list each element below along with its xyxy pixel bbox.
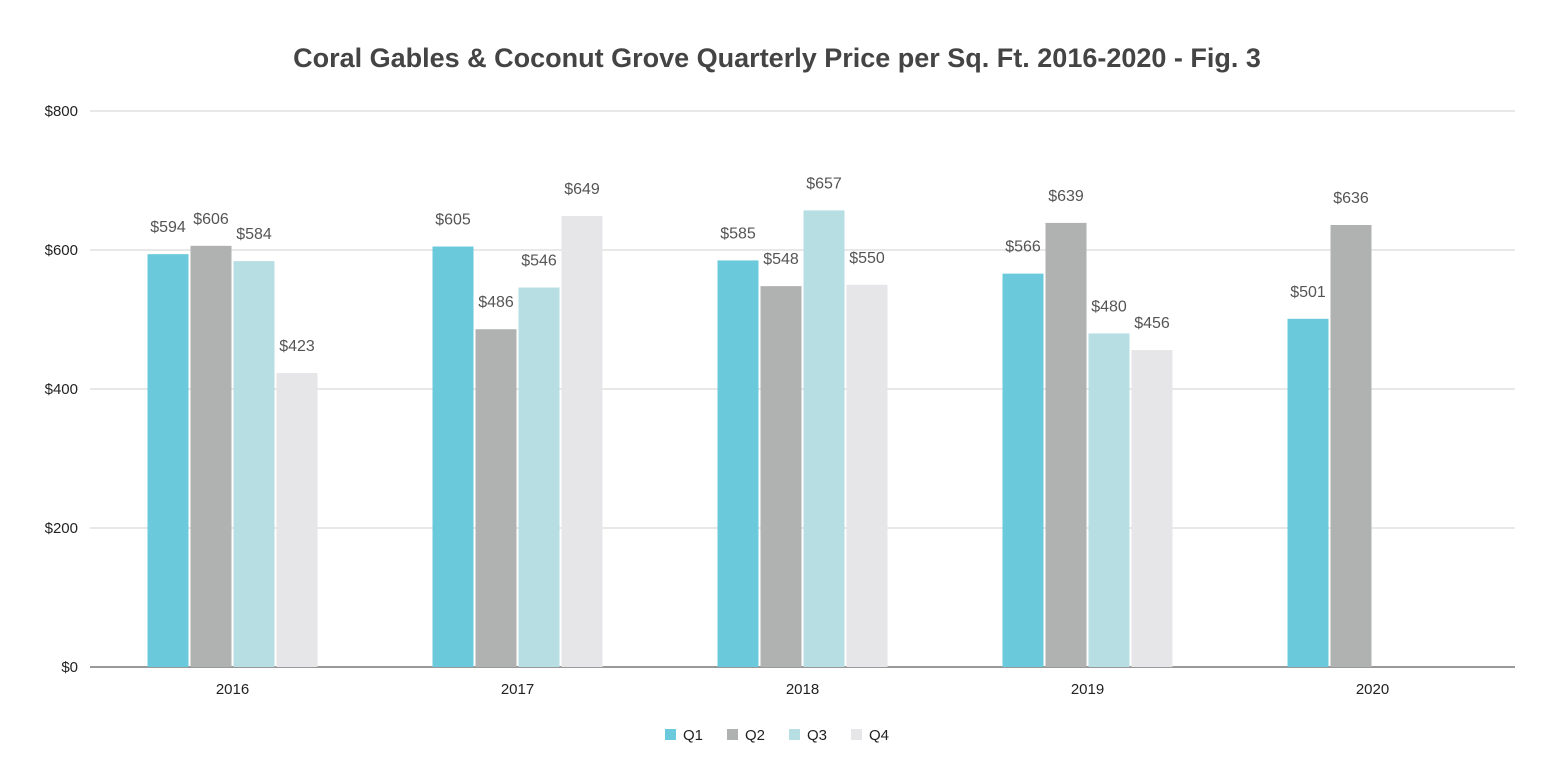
data-label: $548 <box>763 251 799 268</box>
bar-q4-2019 <box>1131 350 1173 667</box>
legend-label: Q1 <box>683 727 703 744</box>
y-tick-label: $800 <box>45 103 78 120</box>
chart-title: Coral Gables & Coconut Grove Quarterly P… <box>293 43 1261 73</box>
bar-q2-2016 <box>190 245 232 667</box>
bar-q3-2017 <box>518 287 560 667</box>
y-tick-label: $400 <box>45 381 78 398</box>
legend-label: Q2 <box>745 727 765 744</box>
bar-q1-2017 <box>432 246 474 667</box>
data-label: $585 <box>720 225 756 242</box>
data-label: $456 <box>1134 315 1170 332</box>
data-label: $649 <box>564 181 600 198</box>
data-label: $546 <box>521 253 557 270</box>
data-label: $486 <box>478 294 514 311</box>
bar-q2-2018 <box>760 286 802 667</box>
x-tick-label: 2017 <box>501 681 534 698</box>
bar-q2-2017 <box>475 329 517 667</box>
x-tick-label: 2016 <box>216 681 249 698</box>
legend-swatch-q3 <box>789 729 800 740</box>
data-label: $594 <box>150 219 186 236</box>
bar-q1-2019 <box>1002 273 1044 667</box>
data-label: $605 <box>435 212 471 229</box>
bar-q1-2020 <box>1287 318 1329 667</box>
data-label: $501 <box>1290 284 1326 301</box>
x-tick-label: 2020 <box>1356 681 1389 698</box>
y-tick-label: $600 <box>45 242 78 259</box>
bar-q1-2018 <box>717 260 759 667</box>
legend-swatch-q2 <box>727 729 738 740</box>
data-label: $639 <box>1048 188 1084 205</box>
bar-q2-2019 <box>1045 222 1087 667</box>
bar-q2-2020 <box>1330 224 1372 668</box>
data-label: $423 <box>279 338 315 355</box>
legend-label: Q4 <box>869 727 889 744</box>
legend-label: Q3 <box>807 727 827 744</box>
y-tick-label: $200 <box>45 520 78 537</box>
data-label: $584 <box>236 226 272 243</box>
bar-q4-2018 <box>846 284 888 667</box>
data-label: $606 <box>193 211 229 228</box>
bar-q3-2018 <box>803 210 845 667</box>
bar-q3-2019 <box>1088 333 1130 667</box>
x-tick-label: 2019 <box>1071 681 1104 698</box>
data-label: $657 <box>806 175 842 192</box>
data-label: $480 <box>1091 298 1127 315</box>
legend-swatch-q4 <box>851 729 862 740</box>
data-label: $636 <box>1333 190 1369 207</box>
bar-q3-2016 <box>233 261 275 667</box>
data-label: $550 <box>849 250 885 267</box>
legend-swatch-q1 <box>665 729 676 740</box>
bar-q4-2017 <box>561 215 603 667</box>
y-tick-label: $0 <box>61 659 78 676</box>
bar-q4-2016 <box>276 373 318 667</box>
x-tick-label: 2018 <box>786 681 819 698</box>
data-label: $566 <box>1005 239 1041 256</box>
bar-q1-2016 <box>147 254 189 668</box>
